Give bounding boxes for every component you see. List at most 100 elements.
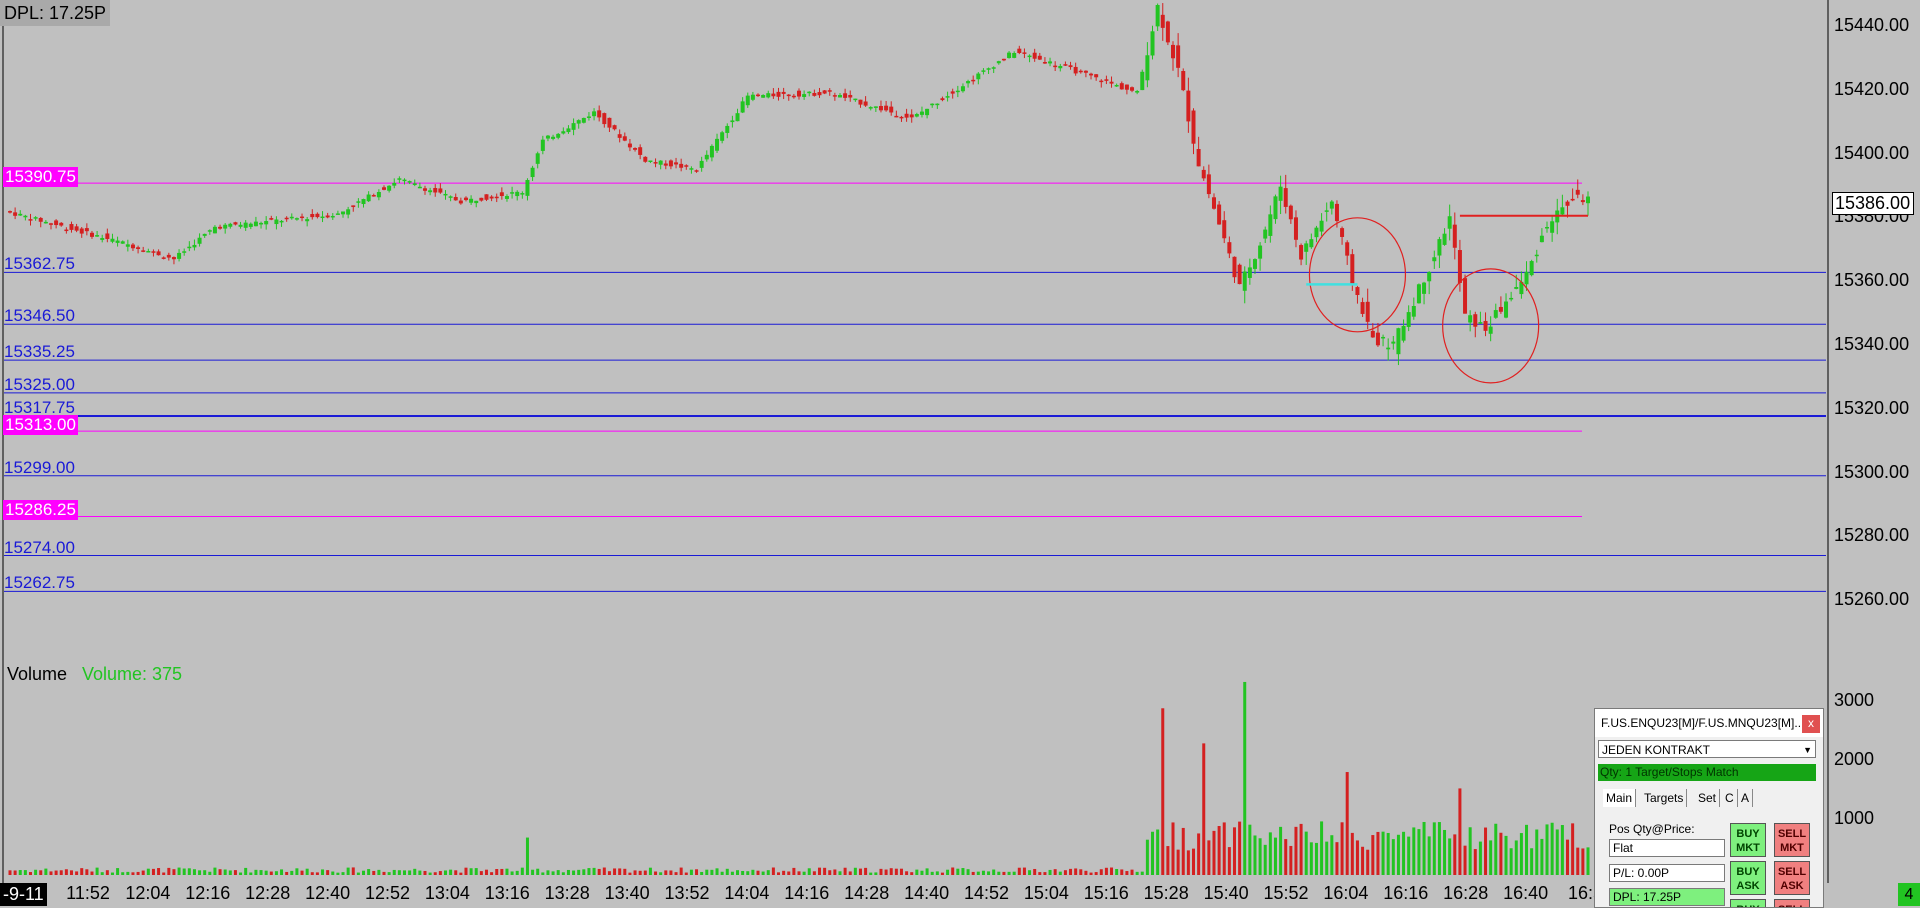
volume-bar bbox=[1371, 835, 1375, 875]
volume-bar bbox=[556, 870, 560, 875]
candle-body bbox=[617, 134, 622, 138]
volume-bar bbox=[638, 870, 642, 875]
tab-c[interactable]: C bbox=[1722, 789, 1738, 807]
candle-body bbox=[873, 106, 878, 108]
candle-body bbox=[725, 125, 730, 133]
candle-body bbox=[991, 67, 996, 69]
volume-bar bbox=[935, 871, 939, 875]
chevron-down-icon[interactable]: ▼ bbox=[1803, 745, 1812, 755]
candle-body bbox=[253, 221, 258, 227]
time-tick: 12:16 bbox=[185, 883, 231, 903]
candle-body bbox=[269, 218, 274, 220]
volume-bar bbox=[823, 867, 827, 875]
dpl-badge: DPL: 17.25P bbox=[0, 0, 111, 26]
volume-bar bbox=[69, 870, 73, 875]
volume-bar bbox=[848, 871, 852, 875]
candle-body bbox=[1406, 312, 1411, 327]
candle-body bbox=[1252, 259, 1257, 269]
buy-bid-button[interactable]: BUY bbox=[1730, 899, 1766, 907]
candle-body bbox=[443, 193, 448, 196]
candle-body bbox=[709, 145, 714, 158]
volume-bar bbox=[1038, 872, 1042, 875]
volume-bar bbox=[1366, 849, 1370, 875]
buy-market-button[interactable]: BUY MKT bbox=[1730, 823, 1766, 857]
volume-bar bbox=[633, 870, 637, 875]
candle-body bbox=[110, 238, 115, 242]
candle-body bbox=[899, 116, 904, 119]
volume-bar bbox=[807, 868, 811, 875]
candle-body bbox=[945, 96, 950, 98]
volume-tick-1000: 1000 bbox=[1834, 808, 1875, 828]
volume-bar bbox=[95, 867, 99, 875]
tab-targets[interactable]: Targets bbox=[1641, 789, 1688, 807]
candle-body bbox=[38, 217, 43, 222]
candle-body bbox=[720, 132, 725, 141]
candle-body bbox=[1109, 81, 1114, 84]
candle-body bbox=[361, 199, 366, 205]
time-tick: 14:16 bbox=[784, 883, 830, 903]
candle-body bbox=[1365, 301, 1370, 322]
candle-body bbox=[1099, 80, 1104, 83]
volume-bar bbox=[879, 868, 883, 875]
candle-body bbox=[745, 95, 750, 106]
order-entry-panel[interactable]: F.US.ENQU23[M]/F.US.MNQU23[M]... x JEDEN… bbox=[1594, 708, 1824, 908]
candle-body bbox=[346, 209, 351, 215]
candle-body bbox=[366, 194, 371, 202]
candle-body bbox=[356, 201, 361, 203]
volume-bar bbox=[1222, 822, 1226, 875]
candle-body bbox=[1114, 84, 1119, 87]
volume-bar bbox=[643, 870, 647, 875]
volume-bar bbox=[505, 868, 509, 875]
volume-bar bbox=[18, 870, 22, 875]
volume-bar bbox=[326, 870, 330, 875]
candle-body bbox=[571, 123, 576, 130]
candle-body bbox=[797, 90, 801, 97]
sell-ask-button[interactable]: SELL ASK bbox=[1774, 861, 1810, 895]
time-tick: 16:04 bbox=[1323, 883, 1369, 903]
volume-bar bbox=[1499, 832, 1503, 875]
volume-bar bbox=[1443, 829, 1447, 875]
candle-body bbox=[463, 197, 468, 201]
panel-title[interactable]: F.US.ENQU23[M]/F.US.MNQU23[M]... bbox=[1595, 709, 1823, 737]
volume-bar bbox=[321, 869, 325, 875]
candle-body bbox=[499, 192, 504, 197]
candle-body bbox=[1463, 278, 1468, 314]
volume-bar bbox=[679, 867, 683, 875]
volume-bar bbox=[1002, 871, 1006, 875]
close-button[interactable]: x bbox=[1802, 715, 1820, 733]
candle-body bbox=[909, 114, 914, 118]
candle-body bbox=[182, 251, 187, 253]
annotation-circle[interactable] bbox=[1442, 268, 1540, 384]
volume-bar bbox=[915, 869, 919, 875]
candle-body bbox=[1048, 61, 1053, 64]
candle-body bbox=[397, 178, 402, 180]
tab-set[interactable]: Set bbox=[1695, 789, 1721, 807]
contract-select[interactable]: JEDEN KONTRAKT ▼ bbox=[1598, 740, 1816, 758]
candle-body bbox=[955, 90, 960, 93]
candle-body bbox=[761, 95, 766, 98]
candle-body bbox=[981, 70, 986, 72]
price-tick: 15280.00 bbox=[1834, 525, 1910, 546]
volume-bar bbox=[838, 871, 842, 875]
candle-body bbox=[392, 182, 397, 186]
candle-body bbox=[520, 193, 525, 195]
candle-body bbox=[1078, 70, 1083, 73]
volume-bar bbox=[474, 868, 478, 875]
volume-bar bbox=[449, 869, 453, 875]
volume-bar bbox=[946, 869, 950, 875]
volume-bar bbox=[213, 867, 217, 875]
sell-market-button[interactable]: SELL MKT bbox=[1774, 823, 1810, 857]
buy-ask-button[interactable]: BUY ASK bbox=[1730, 861, 1766, 895]
candle-body bbox=[1457, 250, 1462, 283]
candle-body bbox=[1299, 245, 1304, 260]
annotation-circle[interactable] bbox=[1308, 217, 1407, 333]
sell-bid-button[interactable]: SELL bbox=[1774, 899, 1810, 907]
volume-bar bbox=[782, 870, 786, 875]
volume-bar bbox=[438, 871, 442, 875]
volume-bar bbox=[628, 872, 632, 875]
tab-a[interactable]: A bbox=[1738, 789, 1754, 807]
tab-main[interactable]: Main bbox=[1603, 789, 1637, 807]
volume-bar bbox=[572, 870, 576, 875]
candle-body bbox=[1222, 220, 1227, 239]
